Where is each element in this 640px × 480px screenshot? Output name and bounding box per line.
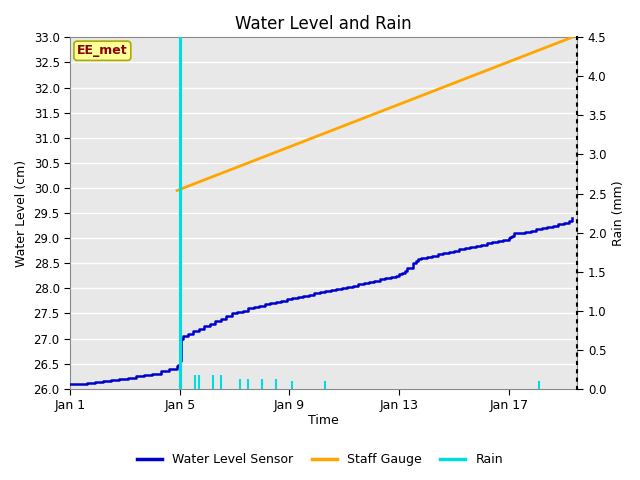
Y-axis label: Rain (mm): Rain (mm) <box>612 180 625 246</box>
Title: Water Level and Rain: Water Level and Rain <box>236 15 412 33</box>
Y-axis label: Water Level (cm): Water Level (cm) <box>15 159 28 266</box>
X-axis label: Time: Time <box>308 414 339 427</box>
Text: EE_met: EE_met <box>77 44 127 57</box>
Legend: Water Level Sensor, Staff Gauge, Rain: Water Level Sensor, Staff Gauge, Rain <box>132 448 508 471</box>
